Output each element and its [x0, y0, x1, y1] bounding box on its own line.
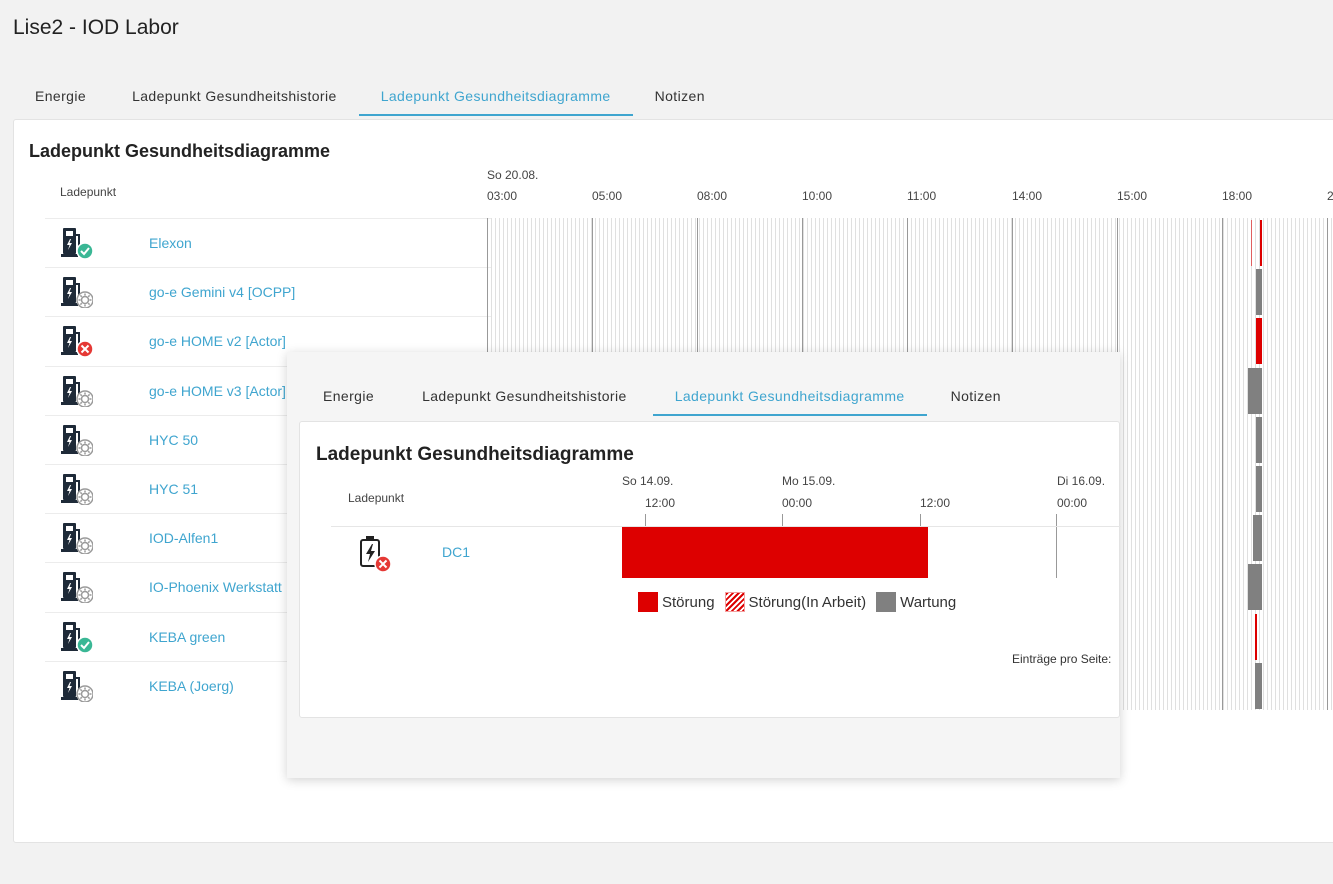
overlay-axis-date-3: Di 16.09. [1057, 474, 1106, 488]
axis-tick: 10:00 [802, 189, 833, 203]
axis-tick: 14:00 [1012, 189, 1043, 203]
row-name[interactable]: go-e Gemini v4 [OCPP] [149, 284, 296, 301]
overlay-axis-tick: 12:00 [920, 496, 951, 510]
legend-label: Störung [662, 593, 715, 611]
legend-item-wartung[interactable]: Wartung [876, 592, 956, 612]
charger-maintenance-icon [61, 424, 94, 457]
table-row: Elexon [45, 218, 491, 267]
row-name[interactable]: IO-Phoenix Werkstatt [149, 579, 282, 596]
wartung-bar[interactable] [1256, 269, 1262, 316]
table-row: go-e HOME v2 [Actor] [45, 316, 491, 365]
table-row: go-e HOME v3 [Actor] [45, 365, 491, 415]
legend-item-stoerung[interactable]: Störung [638, 592, 715, 612]
axis-tick: 2 [1327, 189, 1333, 203]
overlay-row-divider [331, 526, 1121, 527]
charger-maintenance-icon [61, 375, 94, 408]
table-row: HYC 51 [45, 464, 491, 513]
overlay-card: Ladepunkt Gesundheitsdiagramme Ladepunkt… [299, 421, 1121, 718]
axis-tick: 03:00 [487, 189, 518, 203]
axis-tick: 08:00 [697, 189, 728, 203]
table-row: go-e Gemini v4 [OCPP] [45, 267, 491, 316]
legend-swatch-stoerung-in-arbeit [724, 592, 745, 612]
charger-maintenance-icon [61, 670, 94, 703]
legend-swatch-stoerung [638, 592, 658, 612]
charger-maintenance-icon [61, 522, 94, 555]
overlay-tick-mark [920, 514, 921, 526]
overlay-tick-mark [782, 514, 783, 526]
stoerung-bar[interactable] [1255, 613, 1257, 660]
zoom-overlay: Energie Ladepunkt Gesundheitshistorie La… [287, 352, 1121, 778]
overlay-tick-mark [1056, 514, 1057, 578]
timeline-gridline [1222, 218, 1223, 710]
overlay-tab-bar: Energie Ladepunkt Gesundheitshistorie La… [301, 376, 1023, 416]
wartung-bar[interactable] [1256, 416, 1262, 463]
tab-gesundheitsdiagramme[interactable]: Ladepunkt Gesundheitsdiagramme [358, 76, 633, 116]
wartung-bar[interactable] [1248, 367, 1262, 414]
charger-error-icon [61, 325, 94, 359]
overlay-axis-tick: 00:00 [782, 496, 813, 510]
axis-tick: 18:00 [1222, 189, 1253, 203]
wartung-bar[interactable] [1256, 466, 1262, 512]
overlay-axis-date-1: So 14.09. [622, 474, 674, 488]
overlay-tab-gesundheitshistorie[interactable]: Ladepunkt Gesundheitshistorie [422, 388, 627, 404]
charger-maintenance-icon [61, 473, 94, 506]
legend-swatch-wartung [876, 592, 897, 612]
tab-gesundheitshistorie[interactable]: Ladepunkt Gesundheitshistorie [132, 88, 337, 104]
overlay-tick-mark [645, 514, 646, 526]
legend-label: Wartung [900, 593, 957, 611]
table-row: IOD-Alfen1 [45, 513, 491, 562]
legend-item-stoerung-in-arbeit[interactable]: Störung(In Arbeit) [724, 592, 867, 612]
overlay-row-name-dc1[interactable]: DC1 [442, 544, 471, 560]
table-row: KEBA green [45, 611, 491, 661]
row-name[interactable]: KEBA green [149, 628, 226, 645]
tab-energie[interactable]: Energie [35, 88, 87, 104]
row-name[interactable]: HYC 50 [149, 431, 199, 448]
row-name[interactable]: go-e HOME v3 [Actor] [149, 382, 286, 399]
overlay-tab-notizen[interactable]: Notizen [950, 388, 1001, 404]
axis-date: So 20.08. [487, 168, 539, 182]
row-name[interactable]: KEBA (Joerg) [149, 677, 234, 694]
charger-maintenance-icon [61, 276, 94, 309]
tab-notizen[interactable]: Notizen [654, 88, 705, 104]
overlay-legend: Störung Störung(In Arbeit) Wartung [638, 592, 966, 612]
row-name[interactable]: IOD-Alfen1 [149, 530, 219, 547]
charger-maintenance-icon [61, 571, 94, 605]
timeline-gridline [1327, 218, 1328, 710]
stoerung-bar[interactable] [1251, 220, 1252, 266]
wartung-bar[interactable] [1248, 564, 1262, 611]
axis-tick: 15:00 [1117, 189, 1148, 203]
overlay-tab-gesundheitsdiagramme[interactable]: Ladepunkt Gesundheitsdiagramme [652, 376, 927, 416]
battery-charger-error-icon [358, 534, 394, 574]
axis-tick: 05:00 [592, 189, 623, 203]
wartung-bar[interactable] [1253, 515, 1262, 562]
charger-ok-icon [61, 227, 94, 260]
table-row: HYC 50 [45, 414, 491, 464]
overlay-axis-date-2: Mo 15.09. [782, 474, 836, 488]
charger-ok-icon [61, 621, 94, 654]
overlay-axis-tick: 00:00 [1057, 496, 1088, 510]
axis-tick: 11:00 [907, 189, 937, 203]
row-name[interactable]: Elexon [149, 235, 192, 251]
overlay-stoerung-bar[interactable] [622, 527, 928, 578]
wartung-bar[interactable] [1255, 662, 1262, 709]
table-row: KEBA (Joerg) [45, 660, 491, 710]
row-name[interactable]: go-e HOME v2 [Actor] [149, 333, 286, 350]
main-tab-bar: Energie Ladepunkt Gesundheitshistorie La… [13, 76, 727, 116]
stoerung-bar[interactable] [1260, 220, 1262, 266]
entries-per-page-label: Einträge pro Seite: [1012, 652, 1112, 666]
overlay-tab-energie[interactable]: Energie [323, 388, 375, 404]
legend-label: Störung(In Arbeit) [748, 593, 867, 611]
table-row: IO-Phoenix Werkstatt [45, 562, 491, 611]
column-header-ladepunkt: Ladepunkt [60, 185, 117, 199]
overlay-column-header: Ladepunkt [348, 491, 405, 505]
page-title: Lise2 - IOD Labor [13, 16, 179, 39]
overlay-axis-tick: 12:00 [645, 496, 676, 510]
stoerung-bar[interactable] [1256, 318, 1262, 365]
overlay-title: Ladepunkt Gesundheitsdiagramme [316, 444, 634, 465]
card-title: Ladepunkt Gesundheitsdiagramme [29, 141, 331, 161]
row-name[interactable]: HYC 51 [149, 481, 199, 497]
